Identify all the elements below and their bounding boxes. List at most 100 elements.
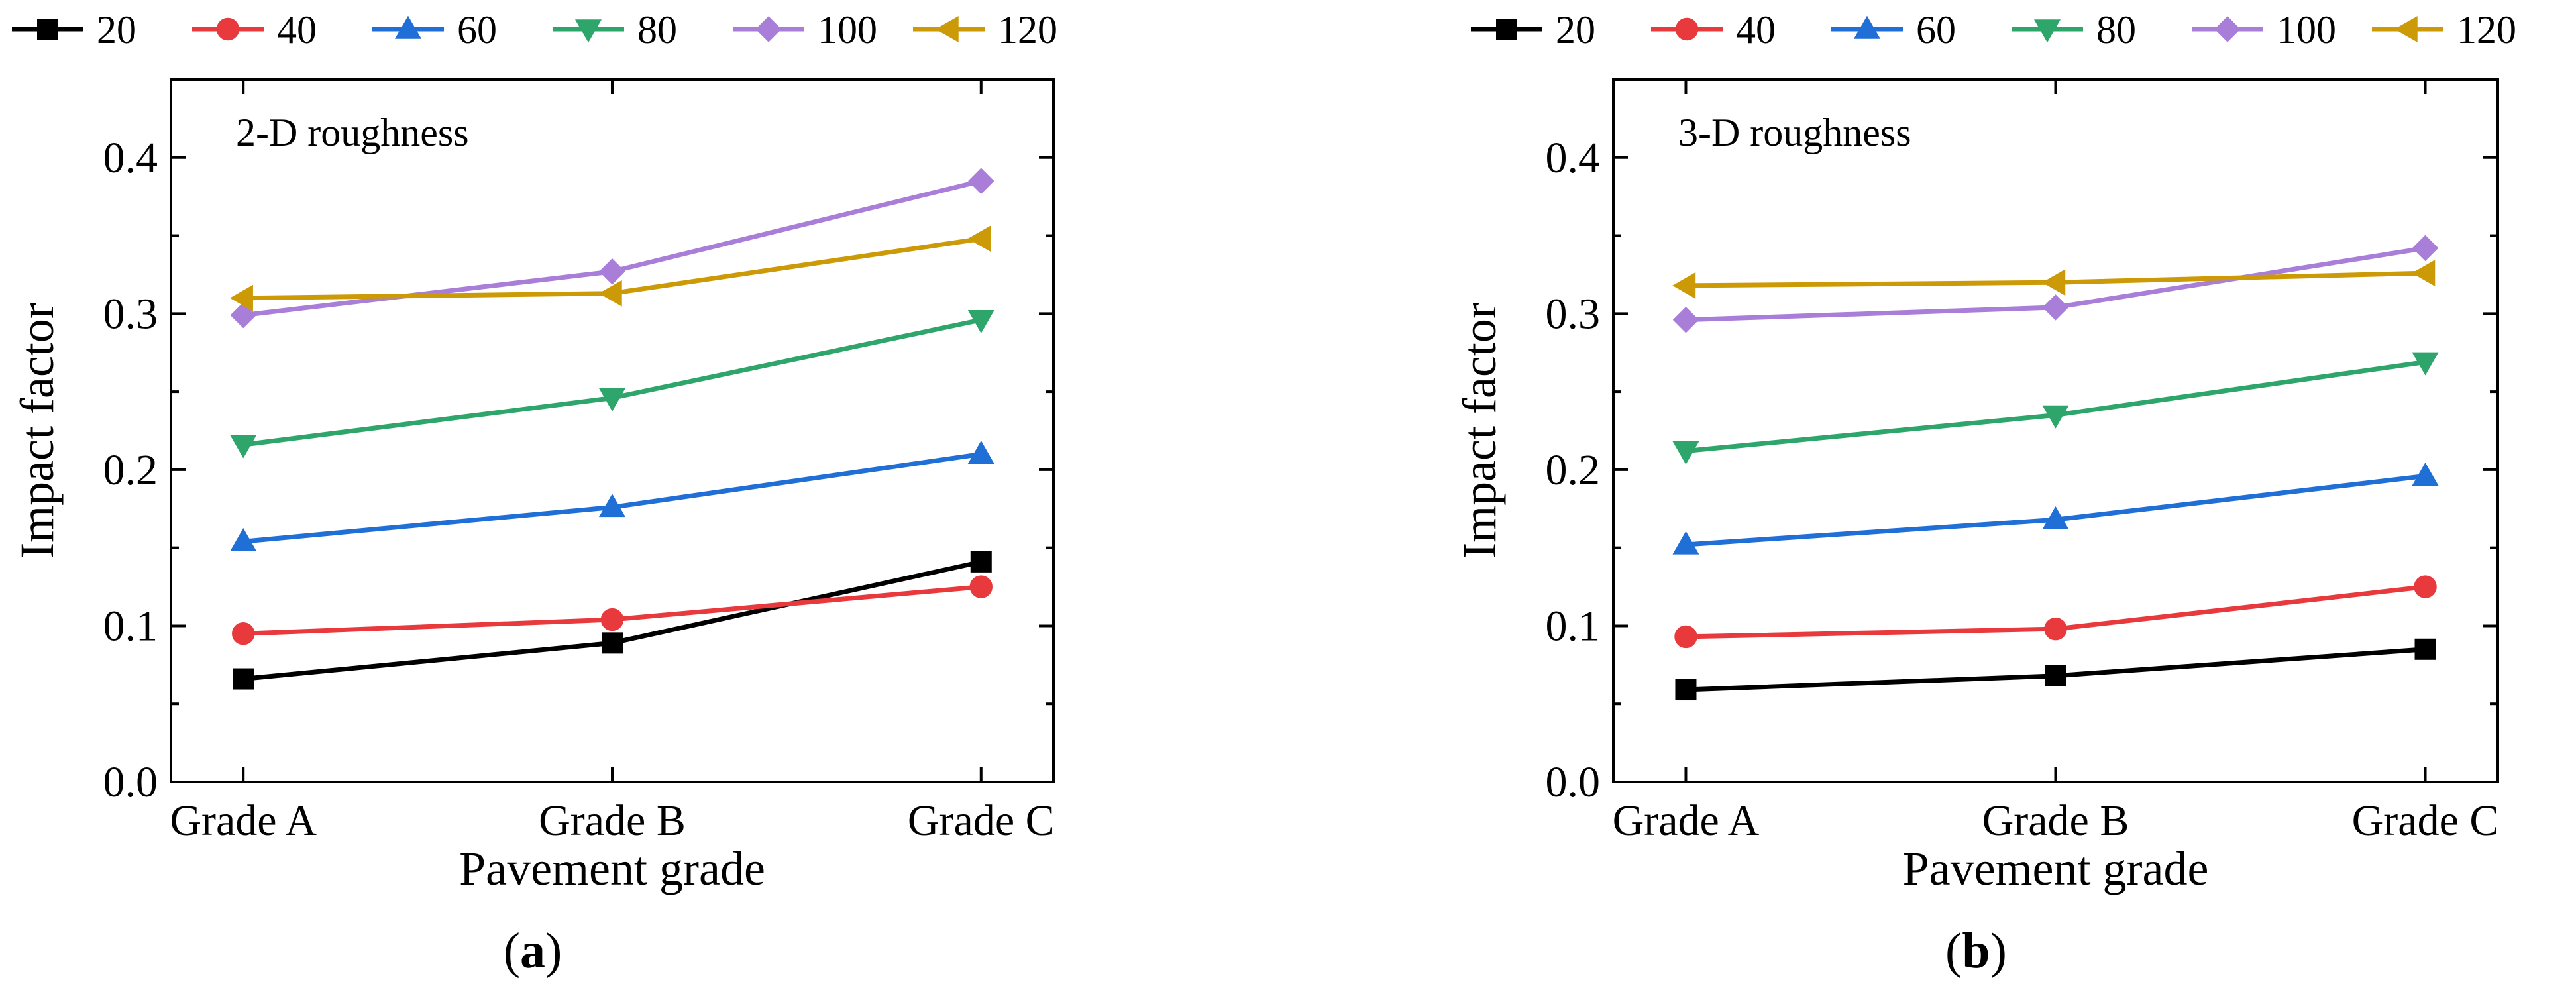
x-tick-label: Grade B [539,796,686,845]
data-point [1675,679,1697,701]
data-point [2412,352,2439,376]
data-point [968,168,994,194]
legend-marker [37,19,58,40]
data-point [2045,665,2066,686]
legend-label: 120 [998,8,1057,52]
series-80 [1672,352,2439,465]
series-60 [230,441,994,551]
legend-label: 60 [1916,8,1956,52]
data-point [230,527,257,551]
legend-label: 40 [277,8,317,52]
data-point [2412,235,2439,262]
x-tick-label: Grade A [170,796,317,845]
legend-label: 40 [1736,8,1776,52]
legend-marker [1496,19,1517,40]
legend-label: 80 [637,8,677,52]
legend-item: 80 [553,8,677,52]
legend-item: 80 [2012,8,2136,52]
y-tick-label: 0.0 [103,758,158,806]
legend-marker [2033,19,2061,43]
data-point [2412,260,2436,287]
data-point [967,225,991,252]
legend-item: 120 [2372,8,2516,52]
roughness-annotation: 3-D roughness [1678,111,1911,154]
legend-item: 60 [1831,8,1956,52]
x-axis-title: Pavement grade [459,842,765,895]
legend-label: 60 [457,8,497,52]
series-40 [232,575,993,645]
series-120 [229,225,991,311]
legend-label: 120 [2457,8,2516,52]
series-20 [1675,638,2436,701]
data-point [2042,269,2066,296]
legend-label: 20 [1556,8,1595,52]
legend-label: 20 [97,8,136,52]
plot-frame [170,78,1055,783]
series-120 [1672,260,2436,299]
legend-item: 20 [1471,8,1595,52]
y-axis-title: Impact factor [1453,303,1506,559]
legend-item: 60 [372,8,497,52]
data-point [969,575,993,598]
data-point [2042,506,2069,529]
panel-label: (a) [504,923,563,979]
x-tick-label: Grade C [908,796,1055,845]
roughness-annotation: 2-D roughness [236,111,469,154]
y-tick-label: 0.0 [1546,758,1601,806]
legend-marker [394,15,422,39]
series-80 [230,310,994,459]
panel-label-close: ) [545,923,562,979]
data-point [598,494,626,518]
y-tick-label: 0.2 [1546,446,1601,494]
y-tick-label: 0.4 [103,134,158,182]
legend-marker [1853,15,1881,39]
panel-label-letter: b [1962,923,1990,979]
series-20 [233,551,992,690]
chart-panel-b: 0.0 0.1 0.2 0.3 0.4 Grade A Grade B Grade C Pave… [1453,8,2516,979]
series-line [242,317,982,447]
data-point [967,441,994,465]
legend-marker [935,15,959,43]
legend-item: 20 [12,8,136,52]
data-point [1672,441,1699,465]
data-point [230,435,257,459]
panel-label-letter: a [520,923,545,979]
data-point [602,632,623,654]
legend-item: 40 [192,8,317,52]
legend-marker [216,17,240,41]
panel-label-open: ( [504,923,520,979]
panel-label-open: ( [1945,923,1962,979]
series-40 [1674,575,2437,649]
legend-marker [755,16,782,42]
data-point [599,258,625,285]
legend-item: 120 [913,8,1057,52]
data-point [1674,625,1697,649]
legend-label: 80 [2096,8,2136,52]
data-point [2414,575,2437,598]
y-axis-title: Impact factor [11,303,64,559]
series-100 [1672,235,2439,333]
chart-panel-a: 0.0 0.1 0.2 0.3 0.4 Grade A Grade B Grade C Pave… [11,8,1057,979]
legend-item: 40 [1651,8,1776,52]
x-tick-label: Grade C [2352,796,2499,845]
legend-marker [2394,15,2418,43]
data-point [230,301,256,329]
data-point [1672,272,1696,299]
legend-item: 100 [2192,8,2336,52]
data-point [970,551,992,573]
x-tick-label: Grade A [1613,796,1760,845]
legend-label: 100 [818,8,877,52]
series-60 [1672,462,2439,555]
legend-item: 100 [733,8,877,52]
legend-label: 100 [2277,8,2336,52]
panel-label-close: ) [1990,923,2007,979]
y-tick-label: 0.4 [1546,134,1601,182]
data-point [598,388,626,411]
panel-label: (b) [1945,923,2007,979]
data-point [229,284,253,311]
data-point [967,310,994,334]
data-point [600,608,624,631]
data-point [2042,294,2069,321]
x-tick-label: Grade B [1982,796,2129,845]
